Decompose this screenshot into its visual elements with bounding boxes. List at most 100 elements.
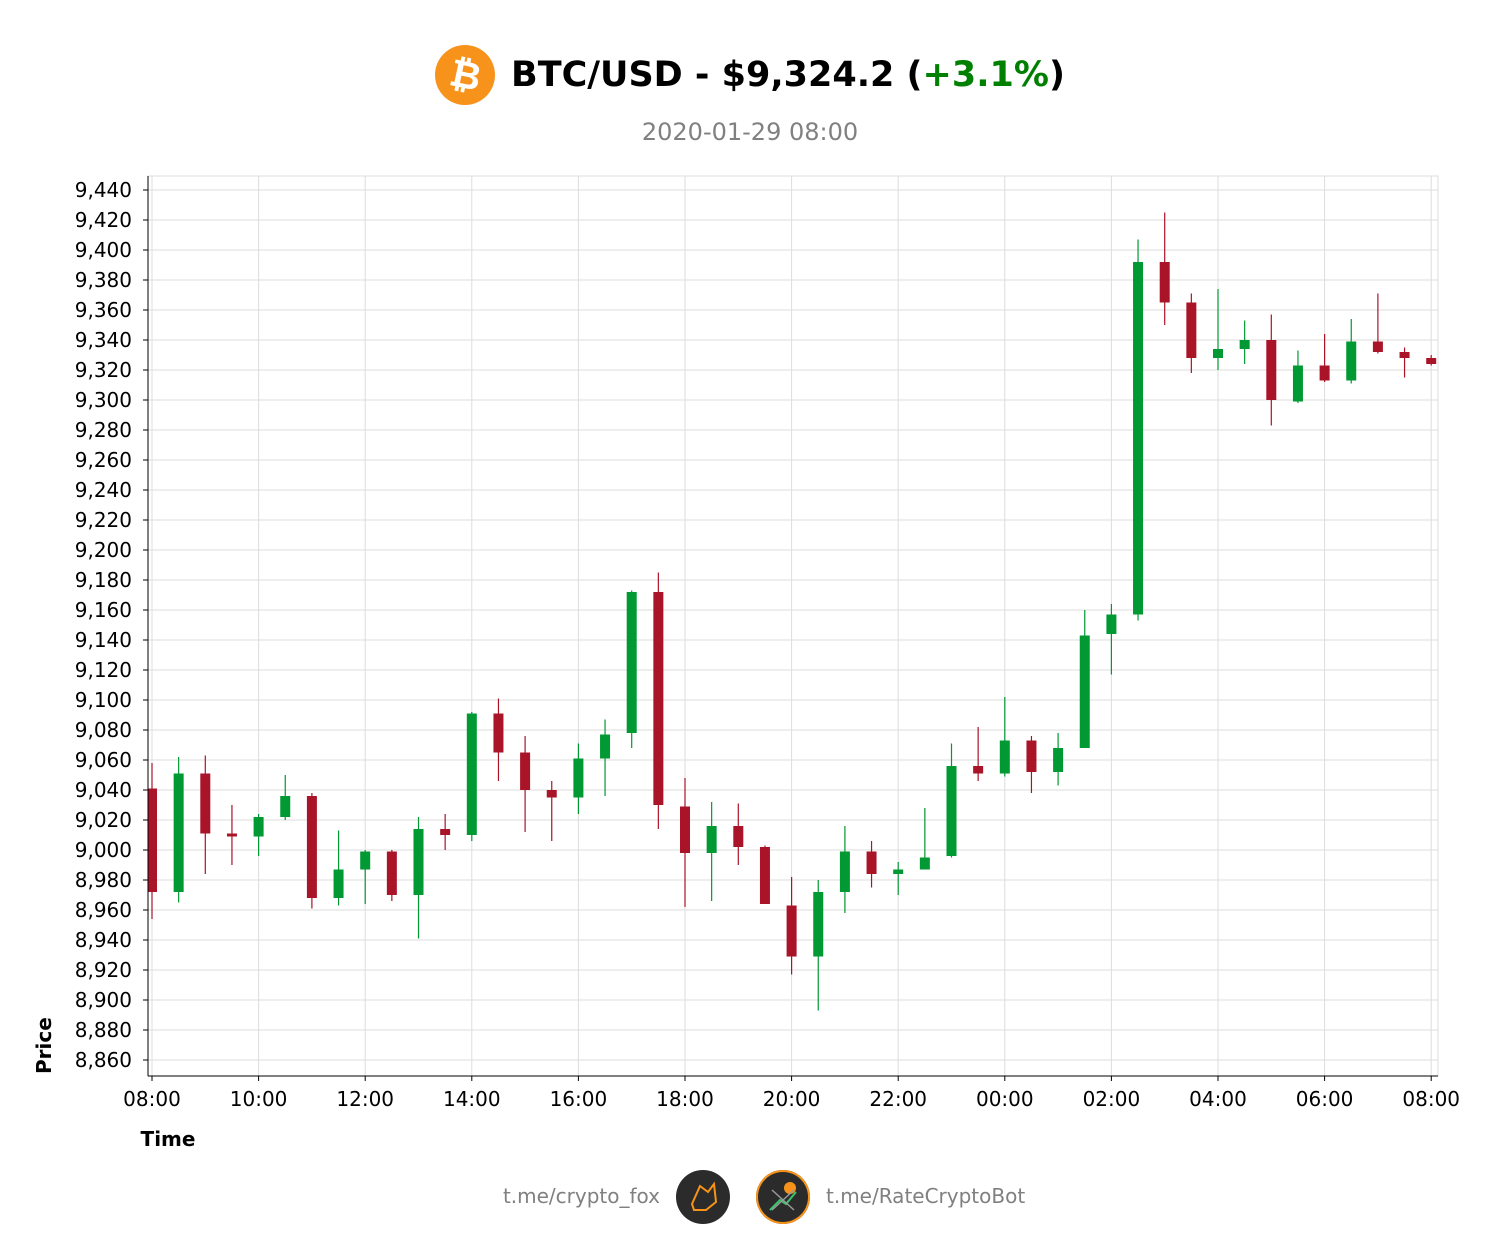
y-tick-label: 9,440 xyxy=(75,178,132,202)
candle-body xyxy=(919,857,930,870)
y-axis-title: Price xyxy=(32,1017,56,1074)
y-tick-label: 9,160 xyxy=(75,598,132,622)
candle xyxy=(1213,289,1223,370)
candle-body xyxy=(173,773,184,892)
candle xyxy=(893,862,904,895)
candle-body xyxy=(333,869,344,898)
candle-body xyxy=(1319,365,1330,381)
y-tick-label: 9,000 xyxy=(75,838,132,862)
candle-body xyxy=(680,806,690,853)
y-tick-label: 9,060 xyxy=(75,748,132,772)
candle-body xyxy=(973,766,984,774)
candle-body xyxy=(546,790,557,798)
candle xyxy=(946,743,957,858)
candle xyxy=(839,826,850,913)
paren-open: ( xyxy=(894,55,923,95)
candle xyxy=(306,793,317,909)
candle-body xyxy=(1186,302,1197,358)
candle-body xyxy=(466,713,477,835)
candle-body xyxy=(1239,340,1250,349)
y-tick-label: 9,100 xyxy=(75,688,132,712)
chart-axes xyxy=(143,176,1438,1081)
y-tick-label: 9,280 xyxy=(75,418,132,442)
candle xyxy=(440,814,451,850)
y-tick-label: 9,220 xyxy=(75,508,132,532)
candle xyxy=(813,880,824,1011)
chart-header: ₿ BTC/USD - $9,324.2 (+3.1%) xyxy=(0,40,1500,110)
candle-body xyxy=(893,869,904,874)
candle-body xyxy=(1346,341,1357,381)
candle-body xyxy=(493,713,504,753)
candle-body xyxy=(413,829,424,895)
candle-body xyxy=(600,734,611,759)
x-tick-label: 00:00 xyxy=(976,1087,1034,1111)
candle xyxy=(1292,350,1303,403)
candle-body xyxy=(440,829,451,835)
candle xyxy=(493,698,504,781)
candle xyxy=(333,830,344,906)
x-tick-label: 22:00 xyxy=(869,1087,927,1111)
y-tick-label: 9,260 xyxy=(75,448,132,472)
y-tick-label: 8,880 xyxy=(75,1018,132,1042)
candle xyxy=(759,845,770,904)
candle-body xyxy=(866,851,877,874)
x-tick-label: 16:00 xyxy=(550,1087,608,1111)
candle-body xyxy=(653,592,664,805)
candle xyxy=(226,805,237,865)
candle xyxy=(626,590,637,748)
candle xyxy=(1186,293,1197,373)
candle xyxy=(1426,355,1437,366)
y-tick-label: 9,420 xyxy=(75,208,132,232)
x-tick-label: 18:00 xyxy=(656,1087,714,1111)
candle-body xyxy=(999,740,1010,774)
candle-body xyxy=(280,796,291,817)
candle xyxy=(1026,736,1037,793)
y-tick-label: 8,920 xyxy=(75,958,132,982)
y-tick-label: 9,240 xyxy=(75,478,132,502)
x-tick-label: 06:00 xyxy=(1296,1087,1354,1111)
pair-label: BTC/USD xyxy=(511,55,683,95)
candle xyxy=(706,802,717,901)
y-tick-label: 9,040 xyxy=(75,778,132,802)
candle xyxy=(546,781,557,841)
y-tick-label: 9,340 xyxy=(75,328,132,352)
y-tick-label: 9,080 xyxy=(75,718,132,742)
candle-body xyxy=(520,752,531,790)
x-tick-label: 12:00 xyxy=(336,1087,394,1111)
candle-body xyxy=(1426,358,1437,364)
candle-body xyxy=(706,826,717,853)
candle-body xyxy=(386,851,397,895)
x-axis-title: Time xyxy=(141,1127,196,1151)
candle xyxy=(1346,319,1357,384)
candle-body xyxy=(253,817,264,837)
candle xyxy=(733,803,744,865)
candle-body xyxy=(1399,352,1410,358)
candle-body xyxy=(1026,740,1037,772)
y-tick-label: 9,400 xyxy=(75,238,132,262)
rate-crypto-bot-link[interactable]: t.me/RateCryptoBot xyxy=(826,1184,1026,1208)
fox-avatar-icon[interactable] xyxy=(676,1170,730,1224)
candle-body xyxy=(786,905,797,957)
candle-body xyxy=(733,826,744,847)
candle xyxy=(1106,604,1117,675)
y-tick-label: 9,120 xyxy=(75,658,132,682)
candle xyxy=(413,817,424,939)
y-tick-label: 9,300 xyxy=(75,388,132,412)
bot-avatar-icon[interactable] xyxy=(756,1170,810,1224)
candle xyxy=(520,736,531,832)
candle xyxy=(600,719,611,796)
price-label: $9,324.2 xyxy=(721,55,895,95)
x-tick-label: 08:00 xyxy=(1402,1087,1460,1111)
y-tick-label: 9,180 xyxy=(75,568,132,592)
y-tick-label: 9,020 xyxy=(75,808,132,832)
y-tick-label: 9,200 xyxy=(75,538,132,562)
x-tick-label: 02:00 xyxy=(1083,1087,1141,1111)
candlestick-chart: 8,860 8,880 8,900 8,920 8,940 8,960 8,980 9,000… xyxy=(32,175,1460,1151)
candles xyxy=(148,212,1437,1011)
candle-body xyxy=(1292,365,1303,402)
candle-body xyxy=(813,892,824,957)
candle-body xyxy=(306,796,317,898)
crypto-fox-link[interactable]: t.me/crypto_fox xyxy=(502,1184,660,1208)
candle xyxy=(253,814,264,856)
candle xyxy=(866,841,877,888)
